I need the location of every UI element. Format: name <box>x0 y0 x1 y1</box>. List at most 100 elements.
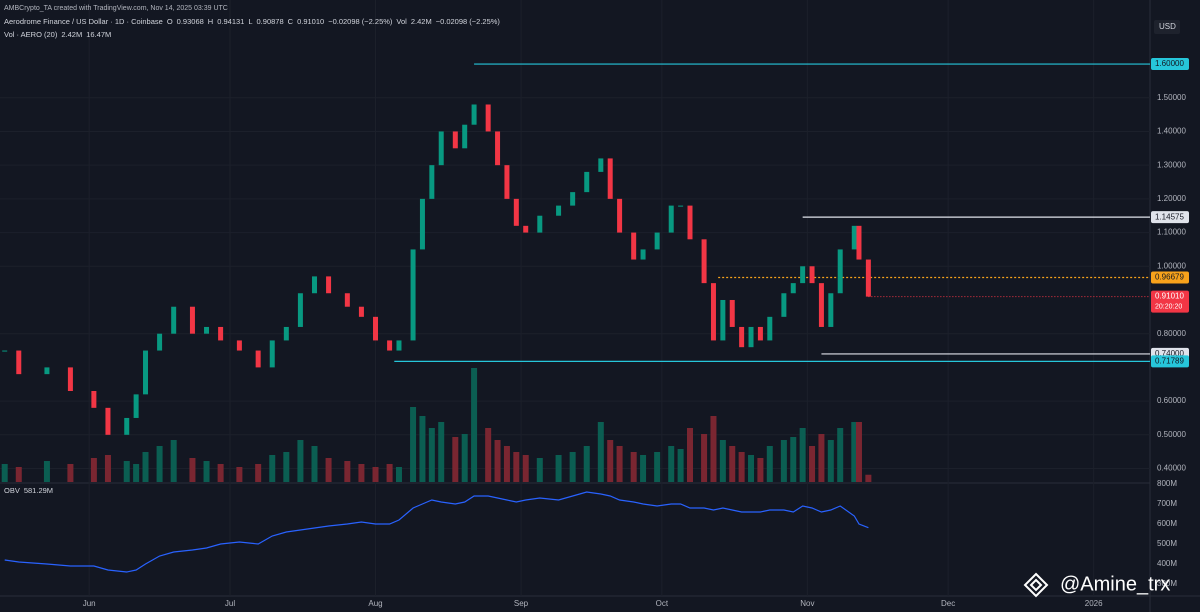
volume-bar <box>438 422 445 482</box>
candle <box>67 367 73 391</box>
volume-bar <box>536 458 543 482</box>
currency[interactable]: USD <box>1159 22 1176 31</box>
volume-bar <box>133 464 140 482</box>
x-tick-label: Sep <box>514 599 529 608</box>
volume-bar <box>156 446 163 482</box>
volume-bar <box>325 458 332 482</box>
last-price-label: 0.91010 <box>1155 292 1184 301</box>
volume-bar <box>203 461 210 482</box>
candle <box>654 232 660 250</box>
volume-bar <box>123 461 130 482</box>
candle <box>767 316 773 341</box>
level-tag <box>1151 355 1189 368</box>
y-tick-label: 1.20000 <box>1157 194 1186 203</box>
volume-bar <box>104 455 111 482</box>
x-tick-label: Jun <box>83 599 96 608</box>
volume-bar <box>827 440 834 482</box>
candle <box>16 350 22 375</box>
candle <box>419 198 425 250</box>
candle <box>462 124 468 149</box>
candle <box>2 350 8 352</box>
y-tick-label: 1.30000 <box>1157 160 1186 169</box>
header-text: −0.02098 (−2.25%) <box>436 17 501 26</box>
currency-box[interactable] <box>1154 20 1180 34</box>
candle <box>44 367 50 375</box>
candle <box>720 299 726 341</box>
candle <box>701 239 707 284</box>
obv-line <box>4 491 869 573</box>
candle <box>124 417 130 435</box>
header-text: 581.29M <box>24 486 53 495</box>
volume-bar <box>372 467 379 482</box>
header-text: Aerodrome Finance / US Dollar · 1D · Coi… <box>4 17 163 26</box>
volume-bar <box>855 422 862 482</box>
volume-bar <box>358 464 365 482</box>
y-tick-label: 1.10000 <box>1157 228 1186 237</box>
volume-bar <box>710 416 717 482</box>
candle <box>495 131 501 166</box>
volume-bar <box>677 449 684 482</box>
candle <box>396 340 402 351</box>
volume-bar <box>616 446 623 482</box>
volume-bar <box>15 467 22 482</box>
candle <box>255 350 261 368</box>
level-label: 0.71789 <box>1155 356 1184 365</box>
candle <box>218 326 224 341</box>
volume-bar <box>668 446 675 482</box>
volume-bar <box>607 440 614 482</box>
candle <box>133 394 139 418</box>
volume-bar <box>142 452 149 482</box>
volume-bar <box>410 407 417 482</box>
watermark-logo <box>1023 572 1049 598</box>
obv-tick-label: 700M <box>1157 499 1177 508</box>
y-tick-label: 1.50000 <box>1157 93 1186 102</box>
volume-bar <box>452 437 459 482</box>
volume-bar <box>630 452 637 482</box>
header-text: Vol <box>396 17 407 26</box>
candle <box>326 276 332 294</box>
header-text: −0.02098 (−2.25%) <box>328 17 393 26</box>
candle <box>856 225 862 260</box>
obv-tick-label: 600M <box>1157 519 1177 528</box>
level-label: 0.96679 <box>1155 273 1184 282</box>
volume-bar <box>236 467 243 482</box>
candle <box>429 165 435 199</box>
candle <box>157 333 163 351</box>
volume-bar <box>738 452 745 482</box>
x-tick-label: Aug <box>368 599 382 608</box>
volume-bar <box>513 452 520 482</box>
volume-bar <box>90 458 97 482</box>
header-text: H <box>208 17 213 26</box>
obv-tick-label: 300M <box>1157 579 1177 588</box>
level-label: 1.60000 <box>1155 59 1184 68</box>
candle <box>485 104 491 132</box>
x-tick-label: Jul <box>225 599 235 608</box>
candle <box>781 293 787 317</box>
candle <box>91 390 97 408</box>
candle <box>344 293 350 307</box>
candle <box>311 276 317 294</box>
volume-bar <box>494 440 501 482</box>
header-text: C <box>288 17 294 26</box>
volume-bar <box>386 464 393 482</box>
volume-bar <box>485 428 492 482</box>
header-text: L <box>248 17 252 26</box>
candle <box>607 158 613 199</box>
volume-bar <box>719 440 726 482</box>
header-text: 0.91010 <box>297 17 324 26</box>
volume-bar <box>766 446 773 482</box>
header-text: 2.42M <box>61 30 82 39</box>
volume-bar <box>865 474 872 482</box>
volume-bar <box>217 464 224 482</box>
candle <box>387 340 393 351</box>
volume-bar <box>748 455 755 482</box>
candle <box>556 205 562 216</box>
y-tick-label: 0.50000 <box>1157 430 1186 439</box>
candle <box>865 259 871 297</box>
candle <box>269 340 275 368</box>
candle <box>631 232 637 260</box>
volume-bar <box>1 464 8 482</box>
volume-bar <box>428 428 435 482</box>
